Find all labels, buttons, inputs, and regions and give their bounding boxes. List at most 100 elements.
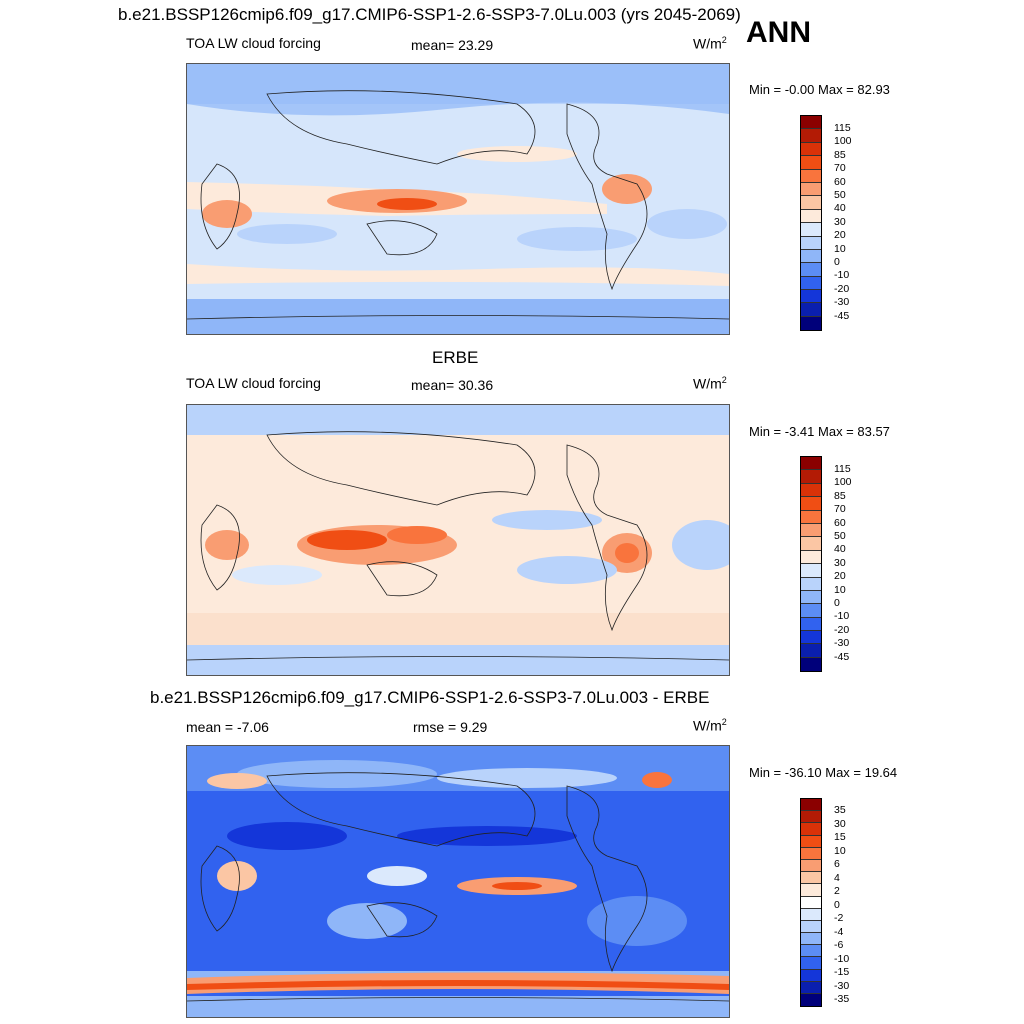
map-plot [186, 745, 730, 1018]
colorbar-tick: -2 [834, 912, 844, 924]
colorbar-swatch [801, 994, 821, 1007]
panel-rmse-label: rmse = 9.29 [413, 719, 488, 735]
colorbar-swatch [801, 644, 821, 658]
colorbar-tick: -10 [834, 952, 850, 965]
colorbar-swatch [801, 799, 821, 812]
panel-minmax: Min = -0.00 Max = 82.93 [749, 82, 890, 97]
colorbar-tick: 115 [834, 122, 851, 134]
contour-map [187, 64, 729, 334]
colorbar-swatch [801, 590, 821, 605]
colorbar-swatch [801, 908, 821, 921]
colorbar-tick: 30 [834, 817, 846, 830]
colorbar-tick: 40 [834, 202, 846, 215]
colorbar-swatch [801, 604, 821, 618]
colorbar-tick: -15 [834, 966, 850, 978]
colorbar-swatch [801, 823, 821, 836]
colorbar-swatch [801, 156, 821, 170]
colorbar-swatch [801, 550, 821, 565]
colorbar-swatch [801, 896, 821, 909]
colorbar-swatch [801, 957, 821, 970]
colorbar-swatch [801, 981, 821, 994]
map-plot [186, 63, 730, 335]
colorbar-tick: 35 [834, 804, 846, 816]
colorbar-swatch [801, 510, 821, 524]
colorbar-tick: 0 [834, 898, 840, 911]
colorbar-swatch [801, 872, 821, 885]
panel-units: W/m2 [693, 35, 727, 52]
colorbar-tick: 70 [834, 503, 846, 516]
panel-title: b.e21.BSSP126cmip6.f09_g17.CMIP6-SSP1-2.… [150, 688, 710, 707]
colorbar-tick: 6 [834, 858, 840, 870]
colorbar: 35 30 15 10 6 4 2 0 -2 -4 -6 -10 -15 -30… [800, 798, 849, 1008]
colorbar-tick: 60 [834, 175, 846, 188]
colorbar-swatches [800, 798, 822, 1008]
panel-mean-label: mean= 30.36 [411, 377, 494, 393]
colorbar-swatch [801, 884, 821, 897]
colorbar-tick: 0 [834, 256, 840, 268]
colorbar-tick: 50 [834, 189, 846, 201]
colorbar-tick: 15 [834, 831, 846, 843]
colorbar: 115 100 85 70 60 50 40 30 20 10 0 -10 -2… [800, 115, 852, 332]
colorbar-tick: 100 [834, 476, 852, 489]
colorbar-swatch [801, 859, 821, 873]
colorbar-swatch [801, 223, 821, 237]
colorbar-swatches [800, 115, 822, 332]
colorbar-tick: 2 [834, 885, 840, 897]
colorbar-tick: -20 [834, 282, 850, 295]
colorbar-tick: -30 [834, 296, 850, 309]
colorbar-swatch [801, 945, 821, 958]
colorbar-swatch [801, 537, 821, 551]
colorbar-swatch [801, 577, 821, 591]
colorbar-tick: 30 [834, 556, 846, 569]
colorbar-swatch [801, 249, 821, 264]
colorbar-tick: 50 [834, 530, 846, 542]
colorbar-swatch [801, 116, 821, 130]
panel-left-label: TOA LW cloud forcing [186, 35, 321, 51]
colorbar-tick: 70 [834, 162, 846, 175]
colorbar-tick: 30 [834, 215, 846, 228]
colorbar-swatch [801, 169, 821, 183]
colorbar-tick: 10 [834, 583, 846, 596]
colorbar-tick: -45 [834, 309, 850, 322]
season-label: ANN [746, 16, 811, 49]
colorbar-tick: 4 [834, 871, 840, 884]
contour-map [187, 746, 729, 1017]
contour-map [187, 405, 729, 675]
colorbar-swatch [801, 969, 821, 982]
colorbar-swatch [801, 182, 821, 197]
colorbar-swatch [801, 263, 821, 277]
colorbar-swatch [801, 933, 821, 946]
colorbar-swatch [801, 920, 821, 934]
panel-mean-label: mean = -7.06 [186, 719, 269, 735]
colorbar-swatch [801, 236, 821, 250]
panel-minmax: Min = -3.41 Max = 83.57 [749, 424, 890, 439]
colorbar-swatch [801, 209, 821, 224]
colorbar-tick: -6 [834, 939, 844, 951]
figure-title: b.e21.BSSP126cmip6.f09_g17.CMIP6-SSP1-2.… [118, 5, 741, 24]
colorbar-tick: 85 [834, 489, 846, 502]
colorbar-tick: 10 [834, 242, 846, 255]
colorbar-tick: 0 [834, 597, 840, 609]
colorbar-swatch [801, 835, 821, 848]
colorbar-swatch [801, 657, 821, 672]
colorbar-tick: -4 [834, 925, 844, 938]
colorbar-tick: 85 [834, 148, 846, 161]
colorbar-swatch [801, 196, 821, 210]
colorbar-tick: 100 [834, 135, 852, 148]
panel-left-label: TOA LW cloud forcing [186, 375, 321, 391]
colorbar-swatch [801, 631, 821, 645]
panel-units: W/m2 [693, 375, 727, 392]
colorbar-swatch [801, 129, 821, 143]
colorbar-swatches [800, 456, 822, 673]
colorbar-tick: -30 [834, 979, 850, 992]
colorbar-tick: -45 [834, 650, 850, 663]
colorbar-tick: -10 [834, 269, 850, 282]
colorbar-swatch [801, 470, 821, 484]
colorbar-tick: -10 [834, 610, 850, 623]
panel-mean-label: mean= 23.29 [411, 37, 494, 53]
colorbar-swatch [801, 142, 821, 157]
colorbar-tick: 10 [834, 844, 846, 857]
panel-minmax: Min = -36.10 Max = 19.64 [749, 765, 898, 780]
panel-units: W/m2 [693, 717, 727, 734]
map-plot [186, 404, 730, 676]
